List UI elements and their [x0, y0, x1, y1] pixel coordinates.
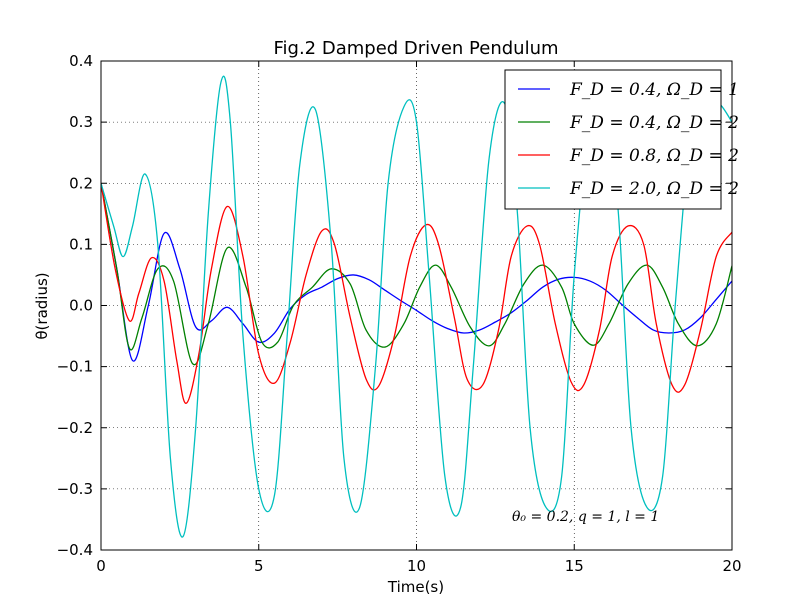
- grid-lines: [101, 61, 732, 550]
- y-tick-label: −0.1: [57, 358, 93, 376]
- chart-title: Fig.2 Damped Driven Pendulum: [273, 38, 558, 59]
- y-tick-label: −0.3: [57, 480, 93, 498]
- series-line-3: [101, 183, 732, 404]
- legend-label-4: F_D = 2.0, Ω_D = 2: [569, 179, 739, 199]
- y-tick-labels: −0.4 −0.3 −0.2 −0.1 0.0 0.1 0.2 0.3 0.4: [57, 52, 93, 559]
- y-tick-label: 0.4: [69, 52, 93, 70]
- y-tick-label: −0.2: [57, 419, 93, 437]
- x-axis-label: Time(s): [387, 578, 444, 596]
- legend-label-2: F_D = 0.4, Ω_D = 2: [569, 113, 739, 133]
- y-tick-label: 0.3: [69, 113, 93, 131]
- x-tick-label: 10: [407, 557, 426, 575]
- x-tick-label: 20: [722, 557, 741, 575]
- x-tick-labels: 0 5 10 15 20: [96, 557, 741, 575]
- axis-ticks: [100, 60, 733, 551]
- legend-label-1: F_D = 0.4, Ω_D = 1: [569, 80, 739, 100]
- x-tick-label: 15: [565, 557, 584, 575]
- y-tick-label: 0.1: [69, 235, 93, 253]
- legend: F_D = 0.4, Ω_D = 1 F_D = 0.4, Ω_D = 2 F_D …: [504, 69, 739, 210]
- x-tick-label: 5: [254, 557, 264, 575]
- series-line-4: [101, 75, 732, 538]
- annotation-initial-conditions: θ₀ = 0.2, q = 1, l = 1: [512, 509, 659, 525]
- y-axis-label: θ(radius): [33, 272, 51, 339]
- y-tick-label: 0.0: [69, 297, 93, 315]
- plot-lines: [101, 75, 732, 538]
- y-tick-label: 0.2: [69, 174, 93, 192]
- y-tick-label: −0.4: [57, 541, 93, 559]
- legend-box: [504, 69, 722, 210]
- x-tick-label: 0: [96, 557, 106, 575]
- legend-label-3: F_D = 0.8, Ω_D = 2: [569, 146, 739, 166]
